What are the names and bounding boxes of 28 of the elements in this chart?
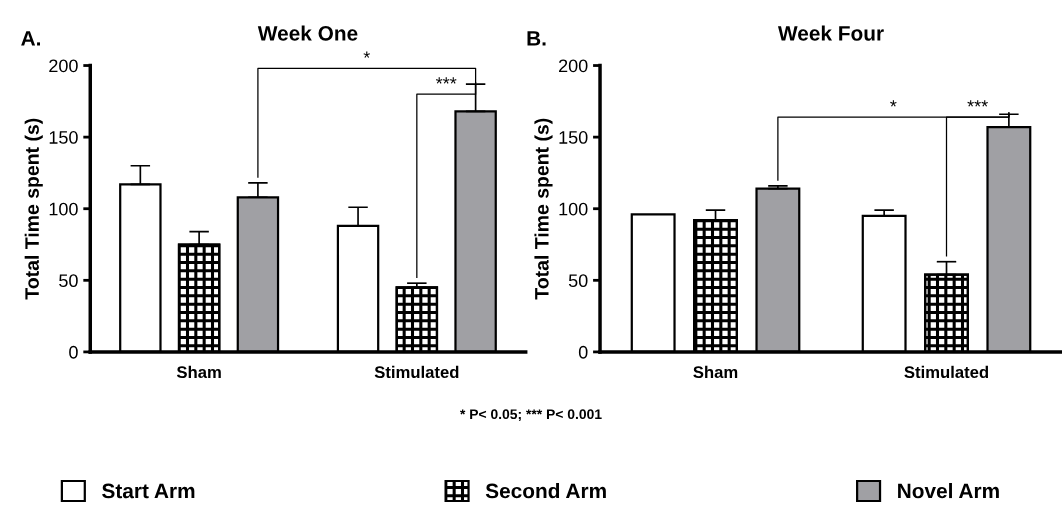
legend-label: Second Arm [485,482,606,499]
chart-subtitle: B. [527,31,546,46]
y-tick-label: 100 [559,202,588,216]
annotation: * [890,100,897,107]
x-tick-label: Sham [176,365,221,379]
text: * [363,51,370,58]
y-axis-title: Total Time spent (s) [534,118,553,300]
y-axis-title: Total Time spent (s) [24,118,43,300]
text: * P< 0.05; *** P< 0.001 [460,409,602,422]
legend-label: Novel Arm [898,482,999,499]
chart-subtitle: A. [21,31,40,46]
y-tick-label: 150 [559,131,588,144]
chart-title: Week One [257,25,358,41]
y-tick-label: 0 [69,345,78,359]
x-tick-label: Stimulated [374,365,459,379]
annotation: *** [967,100,988,107]
y-tick-label: 0 [578,345,588,359]
y-tick-label: 100 [49,202,78,216]
y-tick-label: 200 [559,59,588,73]
y-tick-label: 150 [49,131,78,144]
x-tick-label: Stimulated [904,365,989,379]
y-tick-label: 200 [49,59,78,73]
legend-label: Start Arm [102,483,195,499]
chart-title: Week Four [777,25,884,41]
annotation: *** [435,77,457,84]
x-tick-label: Sham [693,365,738,379]
y-tick-label: 50 [568,274,588,288]
y-tick-label: 50 [59,274,78,288]
